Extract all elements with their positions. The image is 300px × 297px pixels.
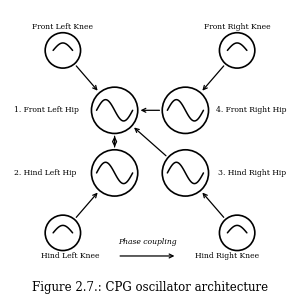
Text: 1. Front Left Hip: 1. Front Left Hip xyxy=(14,106,79,114)
Circle shape xyxy=(219,33,255,68)
Text: Front Right Knee: Front Right Knee xyxy=(204,23,270,31)
Text: 4. Front Right Hip: 4. Front Right Hip xyxy=(216,106,286,114)
Circle shape xyxy=(162,150,208,196)
Text: Figure 2.7.: CPG oscillator architecture: Figure 2.7.: CPG oscillator architecture xyxy=(32,281,268,294)
Circle shape xyxy=(92,150,138,196)
Text: 2. Hind Left Hip: 2. Hind Left Hip xyxy=(14,169,76,177)
Circle shape xyxy=(45,215,81,251)
Text: Phase coupling: Phase coupling xyxy=(118,238,177,247)
Circle shape xyxy=(219,215,255,251)
Circle shape xyxy=(45,33,81,68)
Text: Hind Left Knee: Hind Left Knee xyxy=(41,252,100,260)
Text: Front Left Knee: Front Left Knee xyxy=(32,23,93,31)
Text: 3. Hind Right Hip: 3. Hind Right Hip xyxy=(218,169,286,177)
Circle shape xyxy=(162,87,208,133)
Circle shape xyxy=(92,87,138,133)
Text: Hind Right Knee: Hind Right Knee xyxy=(195,252,259,260)
